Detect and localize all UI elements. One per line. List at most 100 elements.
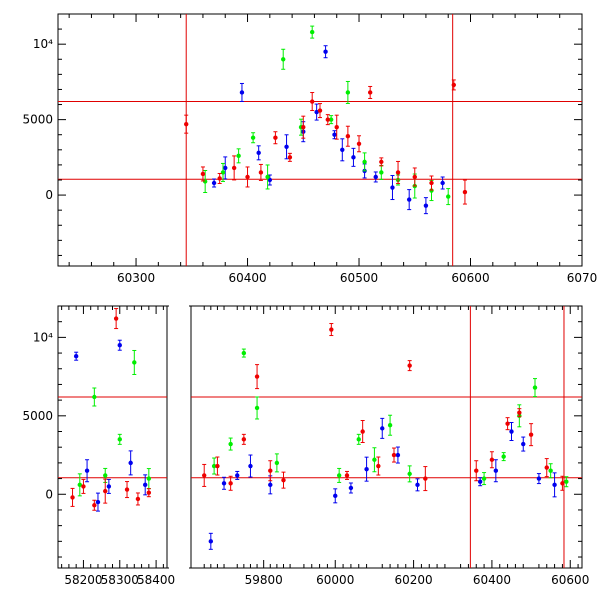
- data-point: [215, 463, 220, 469]
- data-point: [528, 432, 534, 437]
- series-1: [202, 25, 451, 206]
- x-tick-label: 60400: [228, 271, 266, 285]
- data-point: [334, 124, 339, 130]
- data-point: [406, 197, 412, 202]
- data-point: [440, 180, 445, 186]
- x-tick-label: 58200: [64, 573, 102, 587]
- series-0: [211, 45, 445, 215]
- data-point: [73, 354, 79, 359]
- data-point: [113, 316, 119, 321]
- data-point: [284, 144, 289, 149]
- data-point: [132, 360, 137, 365]
- data-point: [117, 437, 122, 442]
- bottom-plot-frame: [57, 305, 583, 569]
- data-point: [228, 481, 233, 486]
- data-point: [81, 484, 86, 489]
- data-point: [387, 423, 393, 428]
- y-tick-label: 10⁴: [33, 330, 53, 344]
- data-point: [325, 117, 331, 122]
- data-point: [265, 174, 270, 180]
- data-point: [351, 155, 356, 160]
- data-point: [231, 165, 237, 171]
- x-tick-label: 60400: [473, 573, 511, 587]
- data-point: [446, 194, 451, 199]
- data-point: [379, 170, 384, 175]
- data-point: [202, 473, 207, 478]
- data-point: [220, 170, 226, 175]
- data-point: [221, 481, 227, 486]
- data-point: [372, 457, 377, 462]
- data-point: [208, 539, 214, 544]
- data-point: [256, 150, 261, 156]
- data-point: [564, 479, 569, 484]
- data-point: [395, 170, 401, 175]
- data-point: [267, 177, 273, 183]
- data-point: [258, 170, 264, 175]
- data-point: [345, 90, 351, 95]
- data-point: [135, 496, 141, 502]
- data-point: [429, 180, 434, 186]
- x-tick-label: 60200: [394, 573, 432, 587]
- data-point: [348, 485, 354, 491]
- x-tick-label: 60600: [451, 271, 489, 285]
- data-point: [536, 476, 542, 481]
- data-point: [124, 487, 130, 492]
- data-point: [481, 476, 487, 481]
- data-point: [509, 429, 514, 434]
- data-point: [317, 108, 323, 113]
- data-point: [84, 468, 90, 473]
- axis-break-gap: [169, 304, 189, 570]
- data-point: [274, 460, 280, 466]
- x-tick-label: 60000: [316, 573, 354, 587]
- data-point: [333, 493, 338, 499]
- data-point: [544, 465, 549, 470]
- data-point: [364, 466, 369, 472]
- data-point: [95, 499, 101, 505]
- x-tick-label: 60600: [551, 573, 589, 587]
- y-tick-label: 0: [45, 487, 53, 501]
- data-point: [328, 117, 334, 122]
- data-point: [217, 176, 222, 181]
- data-point: [379, 159, 384, 165]
- x-tick-label: 59800: [245, 573, 283, 587]
- data-point: [373, 174, 378, 180]
- data-point: [236, 153, 241, 159]
- data-point: [356, 141, 362, 146]
- data-point: [235, 473, 240, 478]
- data-point: [552, 482, 557, 488]
- data-point: [345, 134, 351, 139]
- data-point: [360, 429, 365, 434]
- data-point: [477, 479, 483, 484]
- data-point: [92, 503, 97, 508]
- data-point: [103, 488, 108, 494]
- data-point: [268, 468, 273, 473]
- data-point: [254, 374, 260, 379]
- data-point: [391, 452, 397, 458]
- series-1: [77, 348, 569, 497]
- data-point: [390, 185, 395, 190]
- data-point: [228, 441, 233, 447]
- data-point: [423, 203, 429, 208]
- data-point: [336, 473, 342, 478]
- data-point: [501, 454, 506, 459]
- data-point: [143, 482, 148, 488]
- data-point: [380, 426, 385, 431]
- data-point: [532, 385, 538, 390]
- data-point: [548, 468, 553, 473]
- data-point: [314, 109, 319, 115]
- x-tick-label: 60500: [340, 271, 378, 285]
- data-point: [356, 437, 361, 442]
- data-point: [323, 49, 328, 54]
- data-point: [211, 180, 217, 186]
- series-0: [73, 339, 557, 550]
- data-point: [250, 135, 256, 140]
- data-point: [248, 463, 253, 469]
- data-point: [184, 121, 189, 127]
- data-point: [268, 482, 273, 488]
- data-point: [301, 124, 306, 130]
- data-point: [329, 327, 334, 332]
- data-point: [241, 350, 247, 356]
